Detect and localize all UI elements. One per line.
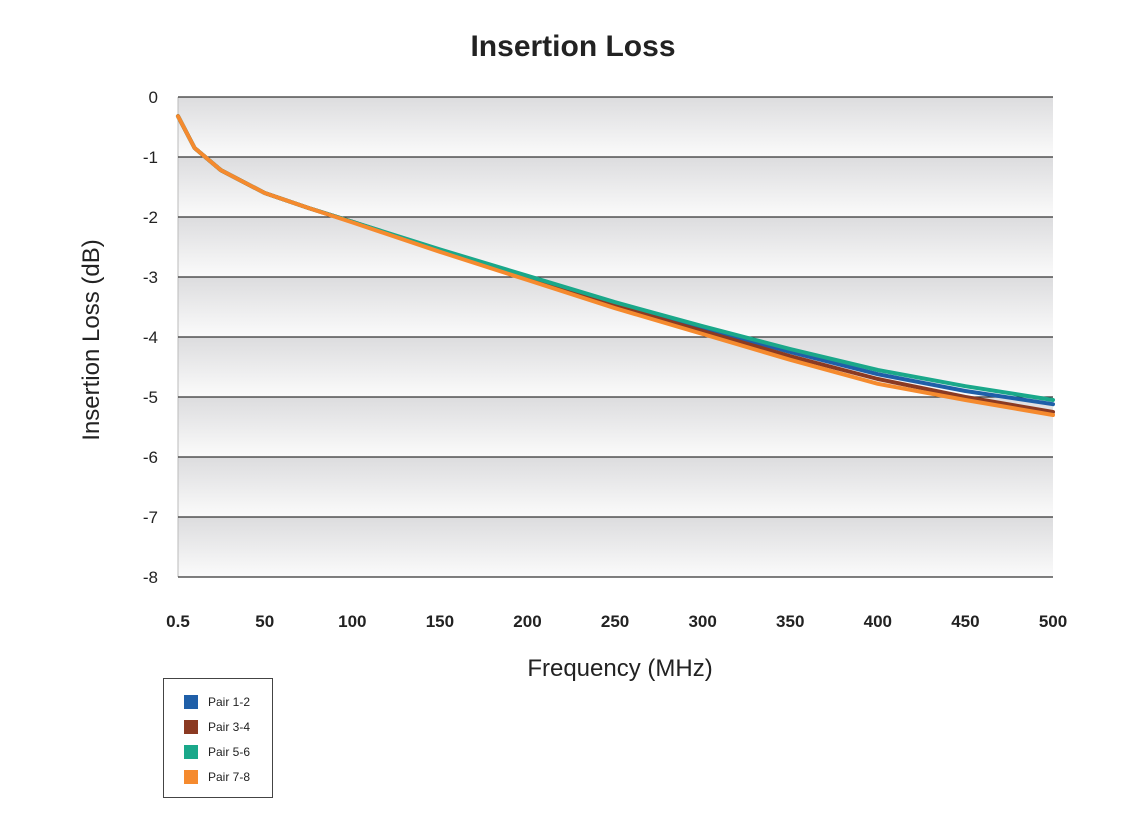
- plot-band: [178, 457, 1053, 517]
- x-tick-label: 0.5: [166, 612, 190, 631]
- legend-item: Pair 5-6: [184, 739, 272, 764]
- x-tick-label: 350: [776, 612, 804, 631]
- x-tick-label: 300: [688, 612, 716, 631]
- legend-item: Pair 3-4: [184, 714, 272, 739]
- legend-item: Pair 1-2: [184, 689, 272, 714]
- series-line-pair-7-8: [176, 114, 1055, 417]
- legend-swatch: [184, 769, 198, 784]
- y-tick-label: -7: [143, 508, 158, 527]
- y-tick-label: -1: [143, 148, 158, 167]
- legend-swatch: [184, 719, 198, 734]
- y-tick-label: -3: [143, 268, 158, 287]
- x-tick-label: 150: [426, 612, 454, 631]
- chart-title: Insertion Loss: [470, 30, 676, 63]
- y-tick-label: 0: [149, 88, 158, 107]
- y-tick-label: -2: [143, 208, 158, 227]
- x-tick-label: 50: [255, 612, 274, 631]
- x-tick-label: 400: [864, 612, 892, 631]
- legend-swatch: [184, 744, 198, 759]
- y-tick-label: -4: [143, 328, 158, 347]
- y-tick-label: -6: [143, 448, 158, 467]
- x-tick-label: 450: [951, 612, 979, 631]
- y-tick-label: -8: [143, 568, 158, 587]
- x-tick-label: 200: [513, 612, 541, 631]
- x-tick-label: 250: [601, 612, 629, 631]
- legend: Pair 1-2 Pair 3-4 Pair 5-6 Pair 7-8: [163, 678, 273, 798]
- legend-label: Pair 3-4: [208, 719, 251, 734]
- x-tick-label: 500: [1039, 612, 1067, 631]
- plot-band: [178, 157, 1053, 217]
- legend-label: Pair 1-2: [208, 694, 251, 709]
- y-tick-label: -5: [143, 388, 158, 407]
- y-axis-label: Insertion Loss (dB): [78, 239, 105, 441]
- legend-label: Pair 5-6: [208, 744, 251, 759]
- x-axis-label: Frequency (MHz): [527, 655, 713, 682]
- legend-item: Pair 7-8: [184, 764, 272, 789]
- legend-label: Pair 7-8: [208, 769, 251, 784]
- plot-band: [178, 97, 1053, 157]
- x-tick-label: 100: [338, 612, 366, 631]
- plot-band: [178, 397, 1053, 457]
- plot-band: [178, 517, 1053, 577]
- plot-band: [178, 217, 1053, 277]
- legend-swatch: [184, 694, 198, 709]
